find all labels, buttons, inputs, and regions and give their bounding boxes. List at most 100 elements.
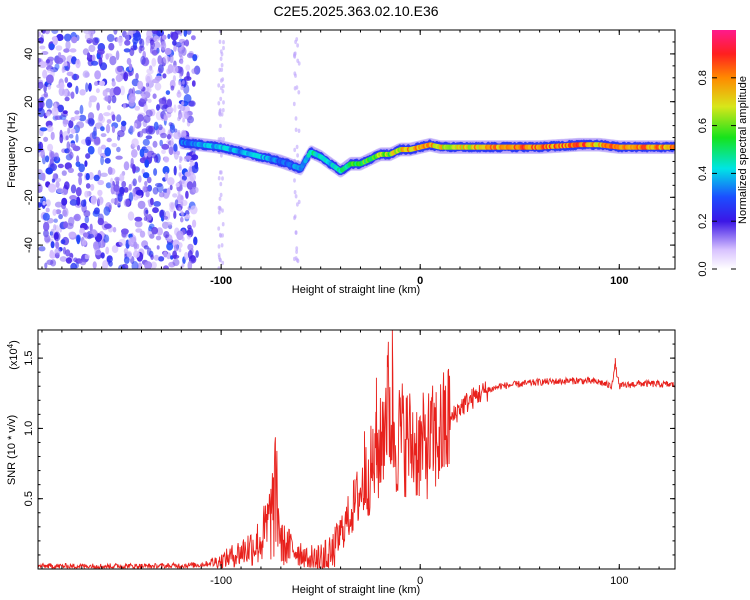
- noise-blob: [173, 165, 177, 176]
- noise-blob: [111, 114, 116, 122]
- noise-blob: [79, 227, 85, 234]
- noise-blob: [164, 47, 172, 56]
- noise-blob: [183, 30, 188, 37]
- noise-blob: [59, 133, 64, 144]
- noise-blob: [147, 98, 152, 103]
- noise-blob: [153, 155, 159, 163]
- noise-blob: [191, 68, 197, 74]
- noise-blob: [142, 172, 150, 179]
- noise-blob: [97, 48, 105, 55]
- noise-blob: [169, 205, 175, 213]
- noise-blob: [177, 190, 181, 196]
- noise-blob: [295, 246, 299, 251]
- noise-blob: [91, 54, 96, 63]
- noise-blob: [142, 148, 149, 153]
- noise-blob: [64, 77, 69, 83]
- noise-blob: [143, 207, 149, 217]
- noise-blob: [69, 199, 78, 206]
- noise-blob: [172, 39, 177, 46]
- noise-blob: [115, 155, 123, 160]
- spectrogram-xlabel: Height of straight line (km): [292, 284, 420, 296]
- noise-blob: [180, 201, 184, 206]
- noise-blob: [53, 231, 61, 242]
- noise-blob: [77, 172, 83, 178]
- noise-blob: [70, 262, 77, 269]
- noise-blob: [38, 37, 44, 44]
- noise-blob: [97, 146, 103, 155]
- noise-blob: [222, 100, 225, 105]
- noise-blob: [217, 101, 221, 106]
- noise-blob: [296, 43, 299, 48]
- noise-blob: [145, 125, 153, 135]
- noise-blob: [80, 199, 87, 207]
- noise-blob: [180, 195, 184, 200]
- noise-blob: [297, 128, 301, 133]
- noise-blob: [116, 146, 121, 153]
- noise-blob: [40, 149, 45, 159]
- snr-line: [38, 330, 675, 569]
- noise-blob: [179, 113, 183, 118]
- noise-blob: [219, 123, 222, 129]
- noise-blob: [165, 90, 171, 95]
- noise-blob: [160, 132, 167, 139]
- noise-blob: [217, 210, 221, 215]
- noise-blob: [131, 78, 140, 87]
- noise-blob: [52, 36, 58, 46]
- noise-blob: [104, 147, 111, 157]
- colorbar-gradient: [712, 30, 736, 269]
- noise-blob: [221, 89, 225, 94]
- noise-blob: [104, 95, 113, 103]
- noise-blob: [156, 227, 163, 236]
- noise-blob: [123, 248, 129, 255]
- snr-ticks: -100 0 100 0.5 1.0 1.5: [23, 330, 675, 587]
- noise-blob: [128, 192, 134, 202]
- noise-blob: [163, 55, 170, 64]
- noise-blob: [104, 157, 111, 164]
- noise-blob: [173, 46, 177, 52]
- noise-blob: [146, 75, 151, 84]
- noise-blob: [62, 209, 67, 217]
- colorbar-tick-label: 0.4: [697, 166, 709, 181]
- noise-blob: [166, 187, 171, 196]
- noise-blob: [38, 202, 42, 208]
- noise-blob: [181, 85, 185, 91]
- noise-blob: [56, 33, 64, 42]
- noise-blob: [99, 240, 105, 249]
- noise-blob: [184, 155, 192, 160]
- noise-blob: [59, 256, 68, 262]
- noise-blob: [102, 89, 108, 97]
- noise-blob: [155, 75, 163, 81]
- noise-blob: [217, 176, 221, 181]
- noise-blob: [158, 192, 165, 198]
- noise-blob: [294, 256, 298, 261]
- noise-blob: [54, 201, 63, 208]
- spectrogram-marks: [38, 30, 675, 269]
- noise-blob: [133, 250, 140, 258]
- noise-blob: [97, 189, 103, 197]
- noise-blob: [217, 205, 221, 211]
- noise-blob: [83, 210, 91, 218]
- noise-blob: [66, 71, 74, 77]
- noise-blob: [168, 146, 174, 156]
- noise-blob: [123, 187, 129, 193]
- noise-blob: [164, 171, 169, 182]
- noise-blob: [294, 127, 298, 132]
- noise-blob: [113, 184, 120, 192]
- noise-blob: [177, 89, 181, 95]
- noise-blob: [139, 230, 146, 238]
- colorbar-label: Normalized spectral amplitude: [737, 76, 749, 224]
- noise-blob: [82, 70, 90, 78]
- noise-blob: [119, 85, 125, 96]
- noise-blob: [103, 234, 110, 243]
- noise-blob: [59, 82, 65, 90]
- noise-blob: [85, 183, 91, 189]
- noise-blob: [219, 192, 223, 198]
- noise-blob: [222, 83, 225, 89]
- noise-blob: [118, 38, 123, 47]
- noise-blob: [90, 119, 95, 125]
- noise-blob: [191, 35, 196, 41]
- noise-blob: [145, 82, 150, 88]
- noise-blob: [100, 133, 107, 138]
- noise-blob: [155, 235, 162, 241]
- noise-blob: [85, 173, 90, 181]
